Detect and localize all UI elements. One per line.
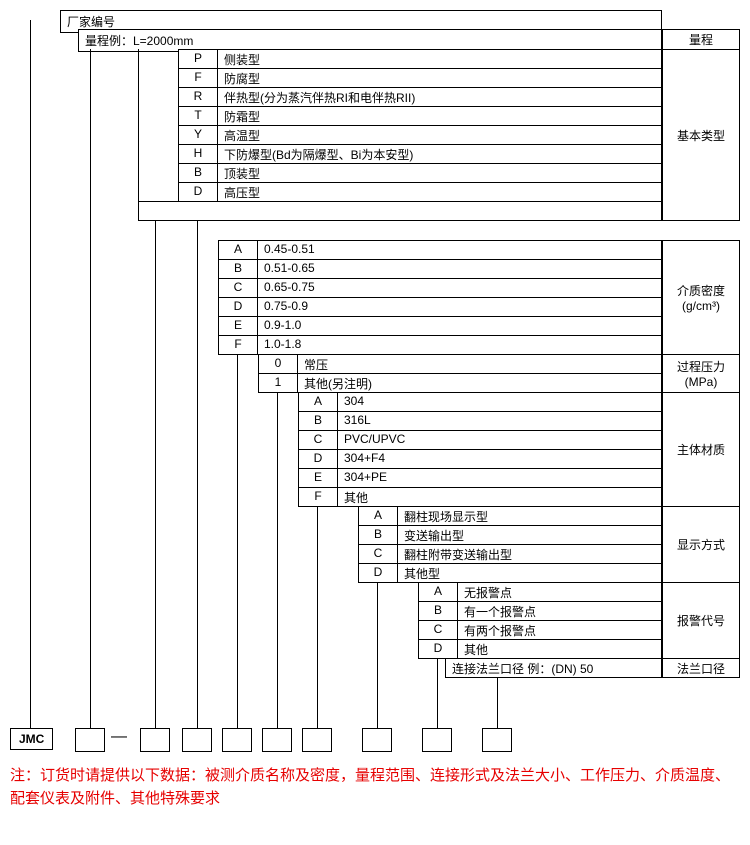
row-alarm-C: C有两个报警点 xyxy=(418,620,662,640)
row-display-B: B变送输出型 xyxy=(358,525,662,545)
row-density-F: F1.0-1.8 xyxy=(218,335,662,355)
order-note: 注：订货时请提供以下数据：被测介质名称及密度，量程范围、连接形式及法兰大小、工作… xyxy=(10,765,730,810)
row-material-A: A304 xyxy=(298,392,662,412)
row-density-E: E0.9-1.0 xyxy=(218,316,662,336)
label-alarm: 报警代号 xyxy=(662,582,740,659)
box-display xyxy=(362,728,392,752)
label-material: 主体材质 xyxy=(662,392,740,507)
row-alarm-B: B有一个报警点 xyxy=(418,601,662,621)
vline-pressure xyxy=(237,354,238,740)
row-display-D: D其他型 xyxy=(358,563,662,583)
label-density: 介质密度 (g/cm³) xyxy=(662,240,740,355)
row-display-A: A翻柱现场显示型 xyxy=(358,506,662,526)
row-material-B: B316L xyxy=(298,411,662,431)
row-density-B: B0.51-0.65 xyxy=(218,259,662,279)
row-basic-F: F防腐型 xyxy=(178,68,662,88)
label-pressure: 过程压力 (MPa) xyxy=(662,354,740,393)
row-material-C: CPVC/UPVC xyxy=(298,430,662,450)
row-material-D: D304+F4 xyxy=(298,449,662,469)
row-display-C: C翻柱附带变送输出型 xyxy=(358,544,662,564)
row-basic-P: P侧装型 xyxy=(178,49,662,69)
label-display: 显示方式 xyxy=(662,506,740,583)
vline-material2 xyxy=(317,506,318,740)
label-basic-type: 基本类型 xyxy=(662,49,740,221)
blank-basic xyxy=(138,201,662,221)
row-basic-D: D高压型 xyxy=(178,182,662,202)
vline-basic xyxy=(155,220,156,740)
box-range xyxy=(75,728,105,752)
vline-display xyxy=(377,582,378,740)
dash-divider: — xyxy=(111,728,127,746)
row-material-F: F其他 xyxy=(298,487,662,507)
row-alarm-A: A无报警点 xyxy=(418,582,662,602)
vline-material xyxy=(277,392,278,740)
row-density-D: D0.75-0.9 xyxy=(218,297,662,317)
row-density-C: C0.65-0.75 xyxy=(218,278,662,298)
box-density xyxy=(182,728,212,752)
box-alarm xyxy=(422,728,452,752)
box-pressure xyxy=(222,728,252,752)
box-basic xyxy=(140,728,170,752)
diagram-container: 厂家编号 量程例：L=2000mm 量程 P侧装型 F防腐型 R伴热型(分为蒸汽… xyxy=(10,10,740,835)
box-flange xyxy=(482,728,512,752)
row-pressure-1: 1其他(另注明) xyxy=(258,373,662,393)
row-basic-T: T防霜型 xyxy=(178,106,662,126)
row-basic-R: R伴热型(分为蒸汽伴热RI和电伴热RII) xyxy=(178,87,662,107)
box-material2 xyxy=(302,728,332,752)
vline-range xyxy=(90,49,91,740)
row-material-E: E304+PE xyxy=(298,468,662,488)
row-basic-B: B顶装型 xyxy=(178,163,662,183)
vline-jmc xyxy=(30,20,31,740)
row-basic-H: H下防爆型(Bd为隔爆型、Bi为本安型) xyxy=(178,144,662,164)
row-flange: 连接法兰口径 例：(DN) 50 xyxy=(445,658,662,678)
row-basic-Y: Y高温型 xyxy=(178,125,662,145)
box-material xyxy=(262,728,292,752)
row-density-A: A0.45-0.51 xyxy=(218,240,662,260)
jmc-box: JMC xyxy=(10,728,53,750)
label-flange: 法兰口径 xyxy=(662,658,740,678)
vline-basic-short xyxy=(138,49,139,221)
label-range: 量程 xyxy=(662,29,740,50)
vline-density xyxy=(197,220,198,740)
row-alarm-D: D其他 xyxy=(418,639,662,659)
hconnector xyxy=(138,220,198,221)
row-pressure-0: 0常压 xyxy=(258,354,662,374)
